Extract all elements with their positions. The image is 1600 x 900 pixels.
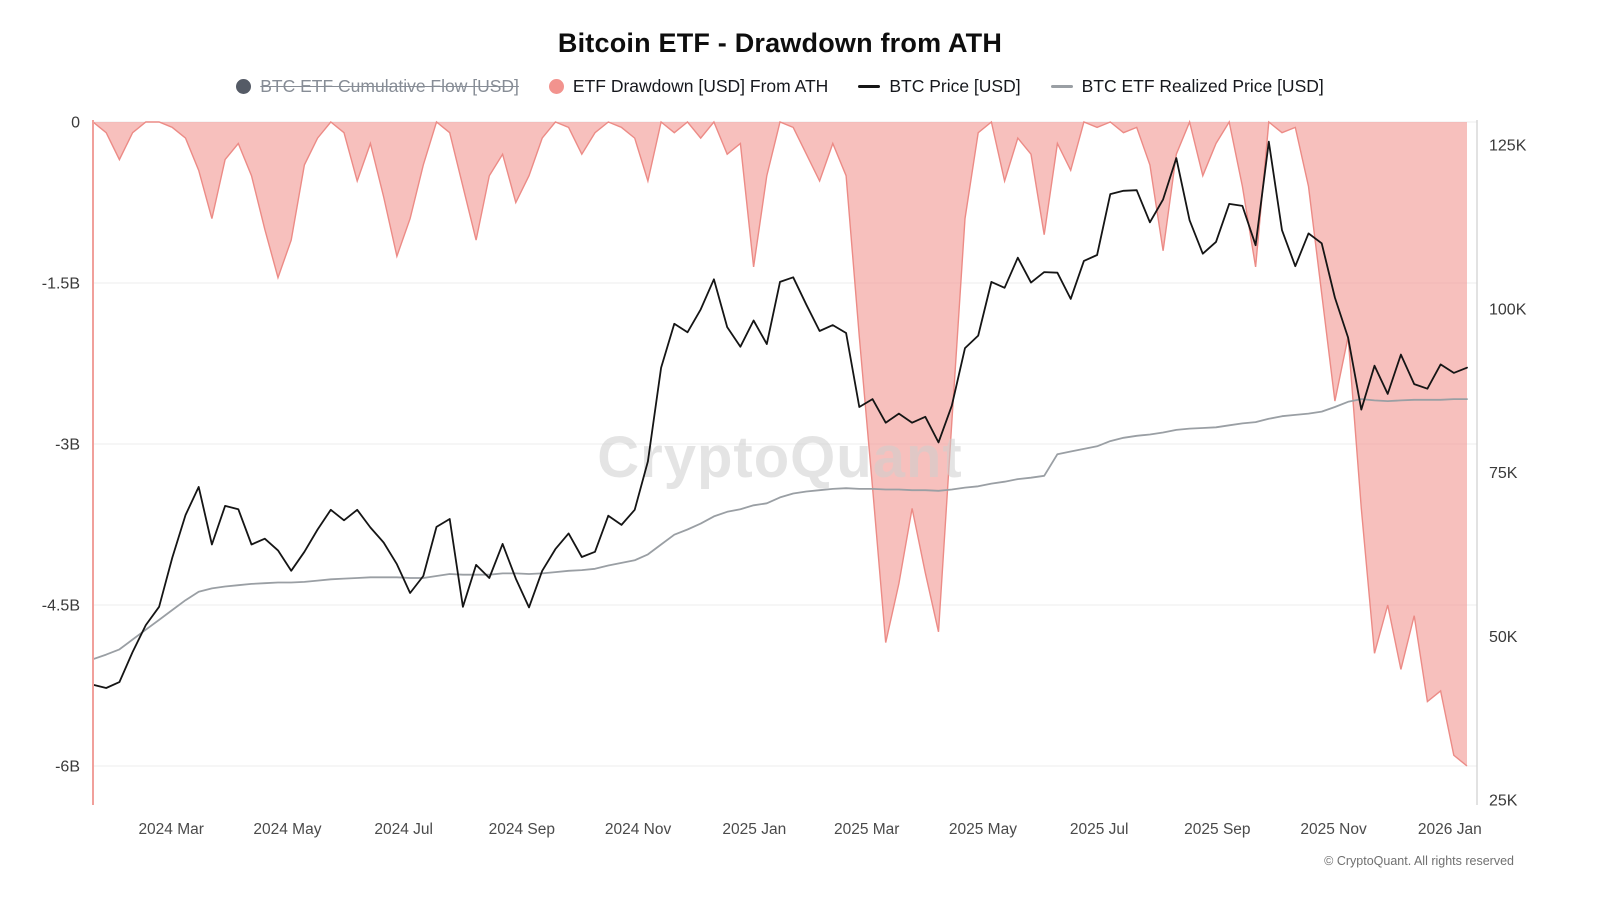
realized-price-line-icon [1050, 85, 1073, 88]
btc-price-line-icon [858, 85, 881, 88]
left-axis-tick-label: -4.5B [42, 598, 80, 615]
x-axis-tick-label: 2025 Jul [1070, 821, 1129, 838]
x-axis-tick-label: 2024 May [253, 821, 321, 838]
right-axis-tick-label: 50K [1489, 629, 1518, 646]
left-axis-tick-label: -6B [55, 759, 80, 776]
x-axis-tick-label: 2025 Mar [834, 821, 899, 838]
left-axis-tick-label: 0 [71, 115, 80, 132]
x-axis-tick-label: 2025 May [949, 821, 1017, 838]
x-axis-tick-label: 2025 Sep [1184, 821, 1250, 838]
legend-item-cumulative-flow[interactable]: BTC ETF Cumulative Flow [USD] [236, 76, 519, 97]
legend: BTC ETF Cumulative Flow [USD] ETF Drawdo… [0, 76, 1560, 97]
legend-item-btc-price[interactable]: BTC Price [USD] [858, 76, 1021, 97]
btc-price-line [92, 140, 1468, 689]
legend-label-btc-price: BTC Price [USD] [889, 76, 1021, 96]
x-axis-tick-label: 2024 Mar [138, 821, 203, 838]
x-axis-tick-label: 2024 Nov [605, 821, 672, 838]
legend-label-cumulative-flow: BTC ETF Cumulative Flow [USD] [260, 76, 519, 96]
x-axis-tick-label: 2025 Nov [1300, 821, 1367, 838]
right-axis-tick-label: 25K [1489, 793, 1518, 810]
x-axis-tick-label: 2024 Sep [489, 821, 555, 838]
realized-price-line [92, 398, 1468, 661]
legend-label-realized-price: BTC ETF Realized Price [USD] [1081, 76, 1324, 96]
right-axis-tick-label: 125K [1489, 138, 1527, 155]
left-axis-tick-label: -3B [55, 437, 80, 454]
legend-label-etf-drawdown: ETF Drawdown [USD] From ATH [572, 76, 829, 96]
cumulative-flow-dot-icon [236, 79, 252, 94]
right-axis-tick-label: 75K [1489, 465, 1518, 482]
chart-title: Bitcoin ETF - Drawdown from ATH [557, 28, 1003, 58]
x-axis-tick-label: 2024 Jul [374, 821, 433, 838]
x-axis-tick-label: 2025 Jan [722, 821, 786, 838]
x-axis-tick-label: 2026 Jan [1418, 821, 1482, 838]
drawdown-area-edge [92, 119, 1468, 767]
drawdown-dot-icon [548, 79, 564, 94]
drawdown-area [93, 122, 1467, 766]
right-axis-tick-label: 100K [1489, 301, 1527, 318]
cryptoquant-watermark: CryptoQuant [597, 425, 962, 490]
legend-item-etf-drawdown[interactable]: ETF Drawdown [USD] From ATH [548, 76, 829, 97]
copyright-text: © CryptoQuant. All rights reserved [1324, 854, 1514, 868]
left-axis-tick-label: -1.5B [42, 276, 80, 293]
legend-item-realized-price[interactable]: BTC ETF Realized Price [USD] [1050, 76, 1324, 97]
